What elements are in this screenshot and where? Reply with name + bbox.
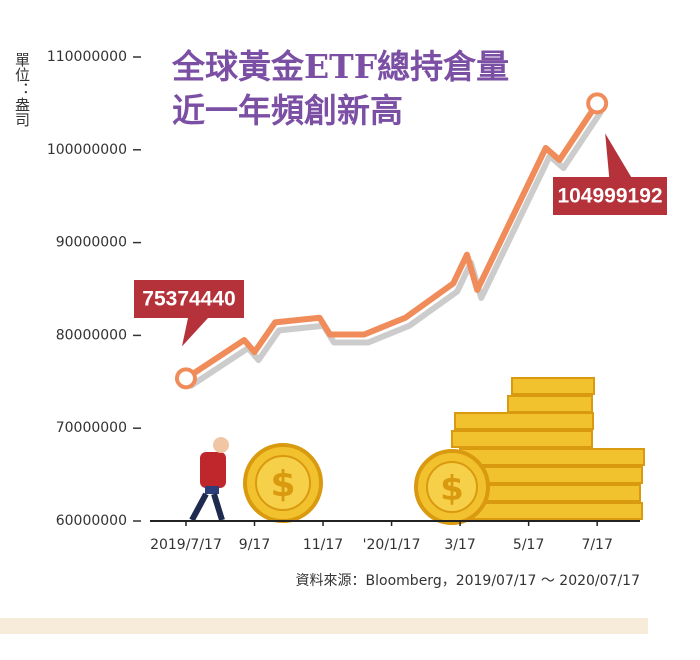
- y-tick-label: 70000000: [56, 420, 127, 436]
- y-tick-label: 80000000: [56, 327, 127, 343]
- end-point: [586, 92, 609, 115]
- x-tick-label: 11/17: [303, 537, 343, 553]
- data-label: 104999192: [557, 185, 662, 208]
- y-tick-label: 100000000: [47, 142, 127, 158]
- callout-pointer: [605, 133, 632, 177]
- end-point: [174, 367, 197, 390]
- x-tick-label: 2019/7/17: [150, 537, 222, 553]
- chart-title: 全球黃金ETF總持倉量: [171, 47, 509, 86]
- x-tick-label: 7/17: [581, 537, 612, 553]
- x-tick-label: 5/17: [513, 537, 544, 553]
- x-tick-label: 9/17: [239, 537, 270, 553]
- x-tick-label: '20/1/17: [363, 537, 421, 553]
- line-shadow: [188, 109, 604, 389]
- svg-text:$: $: [270, 464, 295, 505]
- x-tick-label: 3/17: [444, 537, 475, 553]
- line: [184, 101, 600, 381]
- callout-pointer: [181, 318, 208, 347]
- source-note: 資料來源：Bloomberg，2019/07/17 ～ 2020/07/17: [296, 573, 640, 589]
- callout-box: [553, 177, 667, 215]
- chart-subtitle: 近一年頻創新高: [172, 91, 403, 130]
- svg-text:$: $: [440, 469, 464, 509]
- y-tick-label: 110000000: [47, 49, 127, 65]
- footer-stripe: [0, 618, 648, 634]
- coin-decoration: $ $: [189, 377, 645, 525]
- y-tick-label: 90000000: [56, 235, 127, 251]
- y-tick-label: 60000000: [56, 513, 127, 529]
- y-axis-label: 單位：盎司: [13, 52, 31, 127]
- callout-box: [134, 280, 244, 318]
- data-label: 75374440: [142, 288, 235, 311]
